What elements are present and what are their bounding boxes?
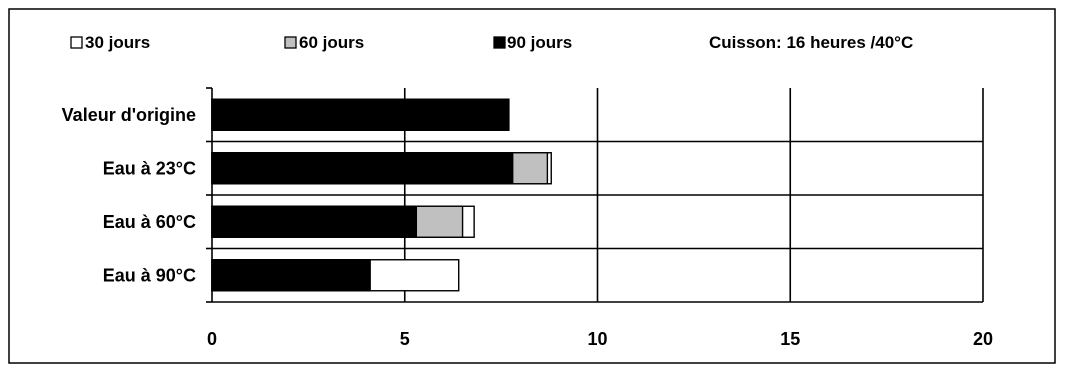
legend-label-60-jours: 60 jours [299, 33, 364, 52]
legend-swatch-30-jours [70, 36, 83, 49]
category-label-eau-a-60-c: Eau à 60°C [103, 212, 196, 232]
legend-label-30-jours: 30 jours [85, 33, 150, 52]
x-tick-labels: 0 5 10 15 20 [207, 329, 993, 349]
chart-annotation: Cuisson: 16 heures /40°C [709, 33, 913, 52]
legend-swatch-90-jours [493, 36, 506, 49]
category-label-eau-a-23-c: Eau à 23°C [103, 158, 196, 178]
category-labels: Valeur d'origine Eau à 23°C Eau à 60°C Eau … [62, 105, 196, 286]
axes [206, 87, 213, 303]
x-tick-label-15: 15 [780, 329, 800, 349]
bar-eau-a-60-c-90-jours [211, 205, 418, 238]
bar-eau-a-23-c-90-jours [211, 152, 514, 185]
bar-eau-a-90-c-90-jours [211, 259, 371, 292]
legend-swatch-60-jours [284, 36, 297, 49]
legend-label-90-jours: 90 jours [507, 33, 572, 52]
category-label-valeur-d-origine: Valeur d'origine [62, 105, 196, 125]
chart-border [8, 8, 1056, 364]
x-tick-label-20: 20 [973, 329, 993, 349]
x-tick-label-10: 10 [587, 329, 607, 349]
x-tick-label-0: 0 [207, 329, 217, 349]
category-label-eau-a-90-c: Eau à 90°C [103, 265, 196, 285]
bar-valeur-d-origine-90-jours [211, 98, 510, 131]
legend: 30 jours 60 jours 90 jours Cuisson: 16 h… [70, 33, 913, 52]
x-tick-label-5: 5 [400, 329, 410, 349]
